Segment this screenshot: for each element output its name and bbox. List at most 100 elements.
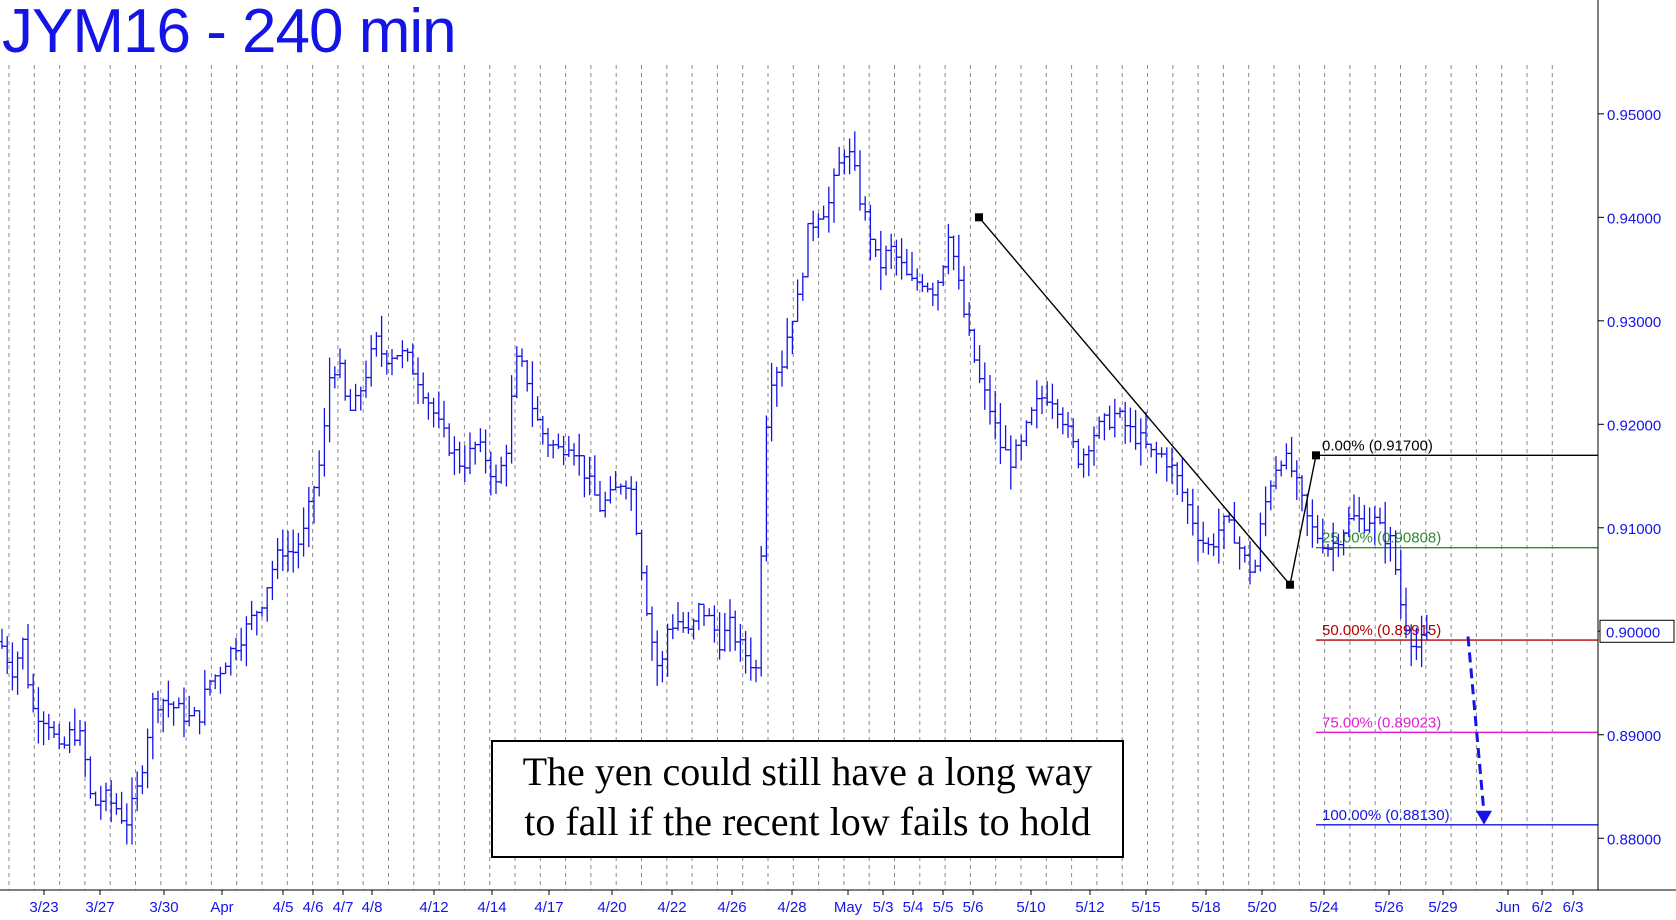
ohlc-bar xyxy=(274,538,281,580)
ohlc-bar xyxy=(659,650,666,683)
ohlc-bar xyxy=(784,318,791,370)
ohlc-bar xyxy=(394,354,401,360)
ohlc-bar xyxy=(165,680,172,718)
annotation-line-2: to fall if the recent low fails to hold xyxy=(524,799,1091,844)
x-tick-label: 4/17 xyxy=(534,899,563,916)
x-tick-label: Apr xyxy=(210,899,233,916)
ohlc-bar xyxy=(1049,383,1056,420)
x-tick-label: 5/4 xyxy=(903,899,924,916)
ohlc-bar xyxy=(1169,447,1175,484)
ohlc-bar xyxy=(155,690,161,724)
ohlc-bar xyxy=(467,432,473,475)
x-tick-label: 4/12 xyxy=(419,899,448,916)
ohlc-bar xyxy=(987,374,993,425)
ohlc-bar xyxy=(909,251,915,281)
x-tick-label: 3/30 xyxy=(149,899,178,916)
annotation-box: The yen could still have a long way to f… xyxy=(491,740,1124,858)
ohlc-bar xyxy=(1351,494,1357,521)
ohlc-bar xyxy=(1215,508,1222,564)
y-tick-label: 0.93000 xyxy=(1607,314,1661,331)
ohlc-bar xyxy=(19,637,26,670)
ohlc-bar xyxy=(66,721,73,754)
ohlc-bar xyxy=(929,282,936,307)
ohlc-bar xyxy=(675,601,681,631)
ohlc-bar xyxy=(61,736,68,749)
fib-level-label: 50.00% (0.89915) xyxy=(1322,622,1441,639)
y-tick-label: 0.94000 xyxy=(1607,210,1661,227)
ohlc-bar xyxy=(1127,407,1134,443)
ohlc-bar xyxy=(1163,447,1170,482)
trendline-pivot xyxy=(975,213,983,222)
ohlc-bar xyxy=(103,782,109,812)
ohlc-bar xyxy=(207,679,213,696)
ohlc-bar xyxy=(243,616,250,667)
ohlc-bar xyxy=(643,565,650,616)
x-tick-label: 5/26 xyxy=(1374,899,1403,916)
ohlc-bar xyxy=(238,627,245,661)
ohlc-bar xyxy=(1153,441,1160,474)
ohlc-bar xyxy=(456,441,463,474)
ohlc-bar xyxy=(71,708,78,746)
ohlc-bar xyxy=(259,606,265,617)
ohlc-bar xyxy=(758,545,765,677)
ohlc-bar xyxy=(805,222,811,278)
ohlc-bar xyxy=(1065,411,1071,438)
x-tick-label: 3/23 xyxy=(29,899,58,916)
ohlc-bar xyxy=(690,618,697,640)
x-tick-label: 5/18 xyxy=(1191,899,1220,916)
ohlc-bar xyxy=(1299,475,1305,512)
ohlc-bar xyxy=(347,389,354,411)
ohlc-bar xyxy=(1221,515,1227,550)
ohlc-bar xyxy=(992,390,999,440)
trendline-pivot xyxy=(1286,580,1294,589)
fib-level-label: 75.00% (0.89023) xyxy=(1322,714,1441,731)
ohlc-bar xyxy=(461,445,468,483)
x-tick-label: 4/22 xyxy=(657,899,686,916)
ohlc-bar xyxy=(51,721,57,739)
x-tick-label: 5/6 xyxy=(963,899,984,916)
ohlc-bar xyxy=(1241,545,1248,563)
ohlc-bar xyxy=(1044,381,1051,406)
ohlc-bar xyxy=(222,662,229,675)
ohlc-bar xyxy=(186,695,193,727)
ohlc-bar xyxy=(1356,496,1363,533)
ohlc-bar xyxy=(1158,447,1165,458)
ohlc-bar xyxy=(753,659,759,683)
ohlc-bar xyxy=(1137,418,1144,466)
x-tick-label: May xyxy=(834,899,863,916)
ohlc-bar xyxy=(368,335,375,387)
ohlc-bar xyxy=(815,213,822,238)
ohlc-bar xyxy=(441,400,447,438)
ohlc-bar xyxy=(404,348,411,362)
ohlc-bar xyxy=(633,481,640,536)
ohlc-bar xyxy=(831,168,837,223)
ohlc-bar xyxy=(1039,385,1045,415)
ohlc-bar xyxy=(768,362,775,442)
ohlc-bar xyxy=(924,282,931,293)
ohlc-bar xyxy=(555,433,562,449)
ohlc-bar xyxy=(846,138,853,175)
ohlc-bar xyxy=(378,315,385,367)
ohlc-bar xyxy=(493,464,499,494)
vertical-gridlines xyxy=(8,65,1553,890)
ohlc-bar xyxy=(607,476,614,504)
ohlc-bar xyxy=(352,383,359,412)
current-price-box xyxy=(1599,619,1675,643)
y-tick-label: 0.95000 xyxy=(1607,107,1661,124)
ohlc-bar xyxy=(576,433,583,476)
ohlc-bar xyxy=(1179,457,1186,503)
ohlc-bar xyxy=(945,223,952,275)
ohlc-bar xyxy=(1236,536,1243,570)
ohlc-bar xyxy=(1091,426,1097,466)
ohlc-bar xyxy=(30,673,37,713)
ohlc-bar xyxy=(1205,537,1212,555)
ohlc-bar xyxy=(212,674,219,690)
ohlc-bar xyxy=(477,428,484,453)
ohlc-bar xyxy=(851,131,858,171)
ohlc-bar xyxy=(508,375,515,464)
ohlc-bar xyxy=(1106,405,1113,431)
ohlc-bar xyxy=(82,721,89,777)
ohlc-bar xyxy=(1023,420,1030,446)
ohlc-bar xyxy=(9,642,16,691)
ohlc-bar xyxy=(498,456,505,484)
